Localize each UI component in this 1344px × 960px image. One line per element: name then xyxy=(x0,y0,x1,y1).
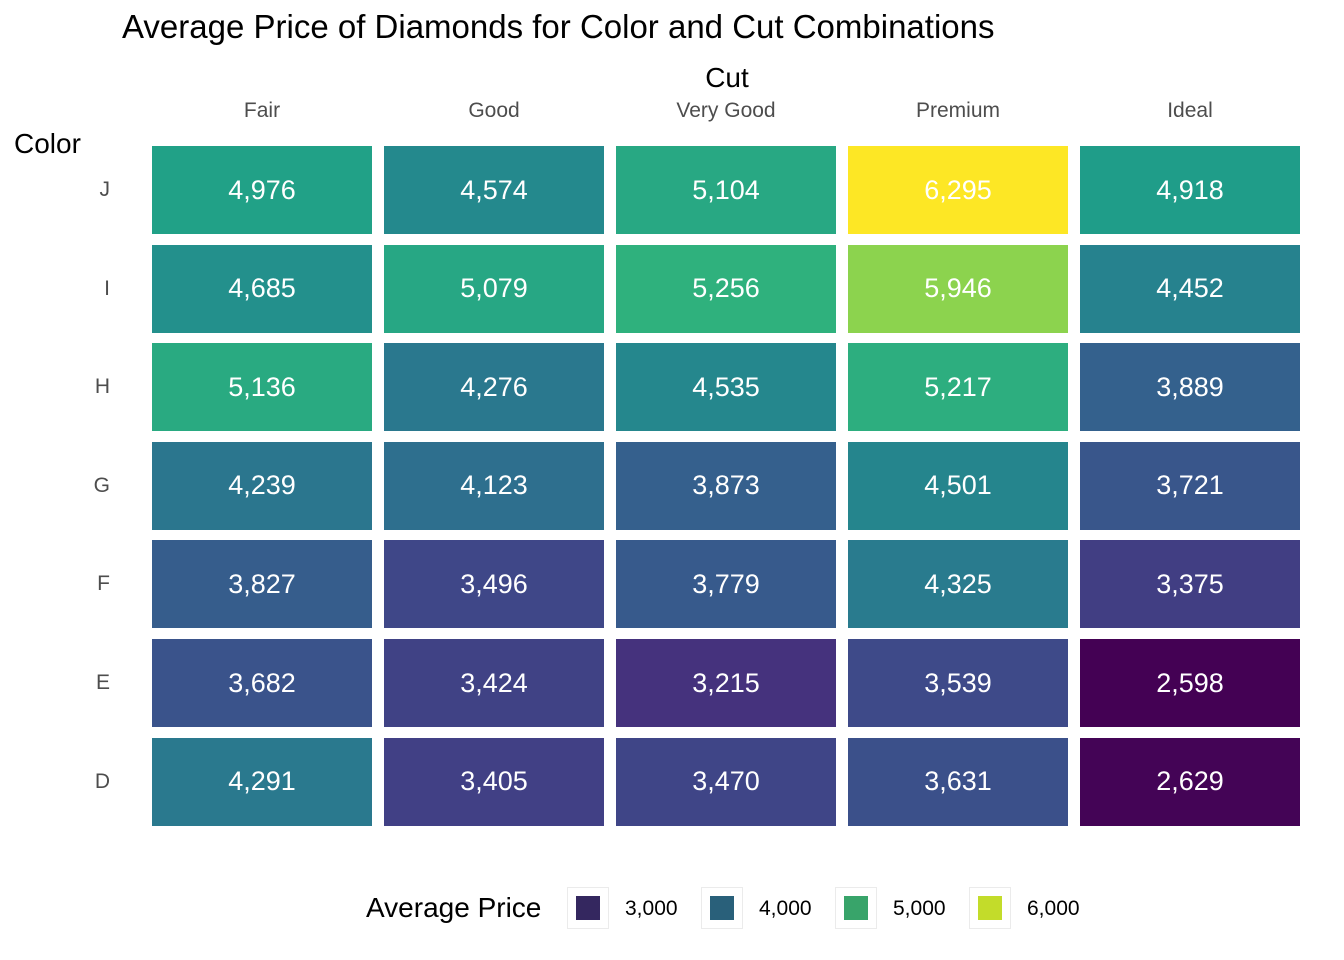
cell-value-label: 3,721 xyxy=(1156,470,1224,501)
cell-value-label: 4,574 xyxy=(460,174,528,205)
cell-value-label: 5,946 xyxy=(924,273,992,304)
cell-value-label: 5,104 xyxy=(692,174,760,205)
y-axis-title: Color xyxy=(14,128,81,159)
heatmap-cell: 6,295 xyxy=(848,146,1068,234)
heatmap-cell: 4,976 xyxy=(152,146,372,234)
x-tick-label: Ideal xyxy=(1167,99,1213,122)
heatmap-cell: 3,721 xyxy=(1080,441,1300,530)
cell-value-label: 4,276 xyxy=(460,371,528,402)
y-tick-label: J xyxy=(99,178,111,201)
x-axis-title: Cut xyxy=(705,62,749,93)
cell-value-label: 5,217 xyxy=(924,371,992,402)
cell-value-label: 2,629 xyxy=(1156,766,1224,797)
heatmap-cell: 3,375 xyxy=(1080,540,1300,629)
legend-key-label: 5,000 xyxy=(893,897,946,920)
heatmap-cell: 2,629 xyxy=(1080,737,1300,826)
legend-key xyxy=(969,887,1011,929)
heatmap-cell: 3,496 xyxy=(384,540,604,629)
cell-value-label: 3,405 xyxy=(460,766,528,797)
chart-title: Average Price of Diamonds for Color and … xyxy=(122,8,995,45)
cell-value-label: 3,539 xyxy=(924,667,992,698)
cell-value-label: 4,976 xyxy=(228,174,296,205)
heatmap-cell: 5,079 xyxy=(384,244,604,333)
cell-value-label: 3,215 xyxy=(692,667,760,698)
cell-value-label: 5,256 xyxy=(692,273,760,304)
cell-value-label: 3,496 xyxy=(460,568,528,599)
heatmap-cell: 3,631 xyxy=(848,737,1068,826)
cell-value-label: 4,291 xyxy=(228,766,296,797)
heatmap-cell: 4,452 xyxy=(1080,244,1300,333)
cell-value-label: 3,682 xyxy=(228,667,296,698)
cell-value-label: 5,136 xyxy=(228,371,296,402)
cell-value-label: 4,918 xyxy=(1156,174,1224,205)
cell-value-label: 3,827 xyxy=(228,568,296,599)
heatmap-cell: 3,779 xyxy=(616,540,836,629)
heatmap-cell: 3,539 xyxy=(848,639,1068,727)
cell-value-label: 5,079 xyxy=(460,273,528,304)
legend-key-label: 3,000 xyxy=(625,897,678,920)
heatmap-cell: 4,291 xyxy=(152,737,372,826)
cell-value-label: 4,685 xyxy=(228,273,296,304)
y-tick-label: D xyxy=(94,769,110,793)
y-tick-label: I xyxy=(104,276,110,300)
heatmap-cell: 3,889 xyxy=(1080,343,1300,432)
heatmap-cell: 4,685 xyxy=(152,244,372,333)
heatmap-cell: 3,873 xyxy=(616,441,836,530)
cell-value-label: 6,295 xyxy=(924,174,992,205)
heatmap-cell: 3,424 xyxy=(384,639,604,727)
heatmap-cell: 4,276 xyxy=(384,343,604,432)
x-tick-label: Fair xyxy=(243,99,281,122)
heatmap-cell: 5,946 xyxy=(848,244,1068,333)
heatmap-cell: 3,682 xyxy=(152,639,372,727)
heatmap-cell: 4,123 xyxy=(384,441,604,530)
cell-value-label: 3,375 xyxy=(1156,568,1224,599)
heatmap-cell: 4,918 xyxy=(1080,146,1300,234)
heatmap-cell: 3,405 xyxy=(384,737,604,826)
heatmap-cell: 3,470 xyxy=(616,737,836,826)
heatmap-cell: 4,239 xyxy=(152,441,372,530)
legend-key xyxy=(835,887,877,929)
cell-value-label: 3,889 xyxy=(1156,371,1224,402)
x-tick-label: Premium xyxy=(915,99,1000,122)
y-tick-label: E xyxy=(95,671,110,694)
heatmap-cell: 3,827 xyxy=(152,540,372,629)
cell-value-label: 4,123 xyxy=(460,470,528,501)
cell-value-label: 3,424 xyxy=(460,667,528,698)
legend-key-label: 6,000 xyxy=(1027,897,1080,920)
heatmap-cell: 5,256 xyxy=(616,244,836,333)
legend-key xyxy=(567,887,609,929)
cell-value-label: 4,239 xyxy=(228,470,296,501)
cell-value-label: 4,501 xyxy=(924,470,992,501)
legend-key-label: 4,000 xyxy=(759,897,812,920)
y-tick-label: G xyxy=(93,473,110,497)
cell-value-label: 4,452 xyxy=(1156,273,1224,304)
heatmap-cell: 5,104 xyxy=(616,146,836,234)
cell-value-label: 4,535 xyxy=(692,371,760,402)
cell-value-label: 3,873 xyxy=(692,470,760,501)
heatmap-cell: 4,325 xyxy=(848,540,1068,629)
y-tick-label: H xyxy=(94,375,110,399)
legend-title: Average Price xyxy=(366,892,542,923)
heatmap-cell: 4,501 xyxy=(848,441,1068,530)
heatmap-cell: 2,598 xyxy=(1080,639,1300,727)
x-tick-label: Very Good xyxy=(676,99,776,122)
heatmap-cell: 3,215 xyxy=(616,639,836,727)
cell-value-label: 4,325 xyxy=(924,568,992,599)
x-tick-label: Good xyxy=(468,99,520,122)
cell-value-label: 3,779 xyxy=(692,568,760,599)
cell-value-label: 3,470 xyxy=(692,766,760,797)
legend-key xyxy=(701,887,743,929)
cell-value-label: 2,598 xyxy=(1156,667,1224,698)
heatmap-cell: 4,535 xyxy=(616,343,836,432)
heatmap-cell: 5,136 xyxy=(152,343,372,432)
y-tick-label: F xyxy=(97,572,110,596)
cell-value-label: 3,631 xyxy=(924,766,992,797)
heatmap-cell: 4,574 xyxy=(384,146,604,234)
heatmap-cell: 5,217 xyxy=(848,343,1068,432)
